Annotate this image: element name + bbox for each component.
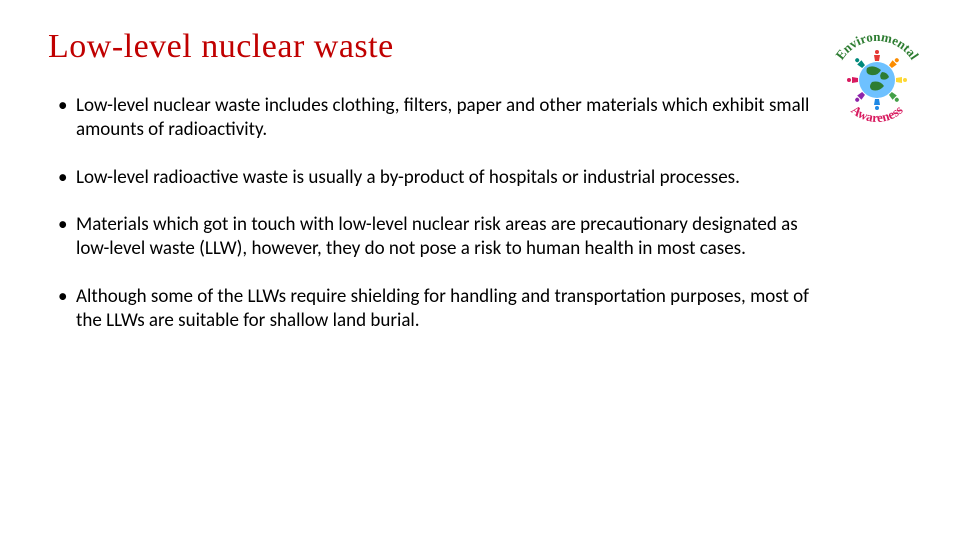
figure-icon: [854, 57, 866, 69]
figure-icon: [888, 57, 900, 69]
figure-icon: [874, 99, 880, 110]
figure-icon: [896, 77, 907, 83]
slide-title: Low-level nuclear waste: [48, 28, 912, 66]
logo-bottom-text: Awareness: [848, 102, 905, 125]
figure-icon: [854, 91, 866, 103]
figure-icon: [874, 50, 880, 61]
bullet-item: Low-level radioactive waste is usually a…: [48, 166, 828, 190]
slide: Low-level nuclear waste Environmental Aw…: [0, 0, 960, 540]
bullet-item: Materials which got in touch with low-le…: [48, 213, 828, 261]
figure-icon: [847, 77, 858, 83]
environmental-awareness-logo: Environmental Awareness: [822, 24, 932, 134]
globe-ocean-icon: [859, 62, 895, 98]
bullet-text: Low-level radioactive waste is usually a…: [76, 166, 740, 189]
bullet-text: Low-level nuclear waste includes clothin…: [76, 94, 809, 141]
bullet-item: Although some of the LLWs require shield…: [48, 285, 828, 333]
bullet-text: Materials which got in touch with low-le…: [76, 213, 798, 260]
figure-icon: [888, 91, 900, 103]
bullet-text: Although some of the LLWs require shield…: [76, 285, 809, 332]
bullet-item: Low-level nuclear waste includes clothin…: [48, 94, 828, 142]
bullet-list: Low-level nuclear waste includes clothin…: [48, 94, 828, 332]
logo-svg: Environmental Awareness: [822, 24, 932, 134]
